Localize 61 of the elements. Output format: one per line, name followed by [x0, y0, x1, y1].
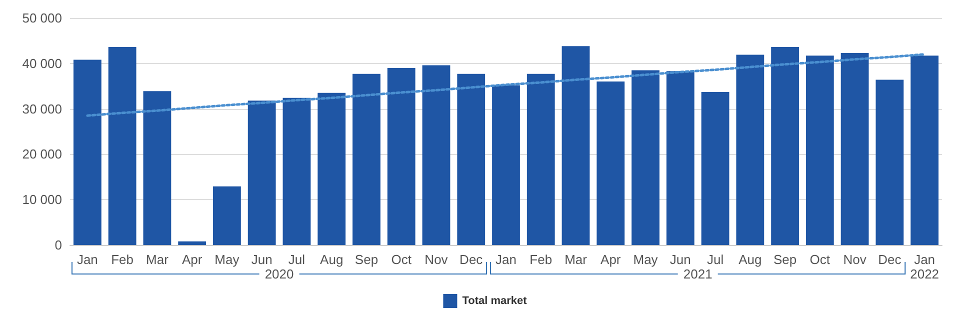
x-tick-label: Apr	[182, 252, 203, 267]
bar	[73, 60, 102, 245]
y-tick-label: 50 000	[22, 10, 62, 26]
x-tick-label: Jan	[76, 252, 98, 267]
bar	[876, 80, 904, 245]
legend-label: Total market	[462, 295, 528, 307]
x-tick-label: Sep	[354, 252, 378, 267]
bar	[422, 65, 450, 245]
y-tick-label: 30 000	[22, 101, 62, 116]
bar	[143, 91, 172, 245]
text: 2020	[264, 266, 294, 282]
x-tick-label: May	[633, 252, 658, 267]
x-tick-label: Dec	[878, 252, 902, 267]
x-tick-label: Jun	[251, 252, 272, 267]
x-tick-label: Jun	[670, 252, 691, 267]
y-tick-label: 20 000	[22, 146, 62, 162]
bar	[387, 68, 416, 245]
bar	[492, 85, 520, 245]
x-tick-label: Feb	[530, 252, 552, 267]
bar	[282, 98, 311, 245]
x-tick-label: Dec	[460, 252, 484, 267]
x-tick-label: Jan	[914, 252, 936, 267]
bar	[736, 54, 764, 245]
bar	[596, 82, 625, 245]
x-tick-label: Nov	[424, 252, 448, 267]
bar	[108, 47, 136, 245]
x-tick-label: Apr	[600, 252, 622, 267]
y-tick-label: 0	[54, 238, 62, 252]
bar	[178, 241, 206, 245]
bar	[632, 70, 660, 245]
x-tick-label: May	[214, 252, 240, 267]
y-tick-label: 10 000	[22, 192, 62, 208]
bar	[910, 56, 939, 245]
x-tick-label: Sep	[773, 252, 797, 267]
y-tick-label: 40 000	[22, 56, 62, 71]
text: 2021	[683, 266, 712, 282]
bar	[352, 74, 380, 245]
x-tick-label: Mar	[564, 252, 588, 267]
x-tick-label: Jan	[496, 252, 516, 267]
bar	[526, 74, 555, 245]
bar	[457, 74, 486, 245]
x-tick-label: Aug	[320, 252, 344, 267]
x-tick-label: Oct	[810, 252, 830, 267]
x-tick-label: Mar	[146, 252, 170, 267]
x-tick-label: Jul	[288, 252, 306, 267]
x-tick-label: Oct	[391, 252, 412, 267]
bar	[562, 46, 590, 245]
x-tick-label: Aug	[738, 252, 762, 267]
bar	[701, 92, 730, 245]
text: 2022	[910, 266, 940, 282]
bar	[318, 92, 346, 245]
bar	[213, 186, 241, 245]
line-series	[86, 53, 926, 117]
x-tick-label: Feb	[111, 252, 134, 267]
bar	[840, 52, 869, 245]
bar	[666, 71, 694, 245]
bar	[248, 100, 276, 245]
x-tick-label: Nov	[843, 252, 867, 267]
bar	[771, 47, 799, 245]
x-tick-label: Jul	[706, 252, 724, 267]
bar	[806, 56, 834, 245]
